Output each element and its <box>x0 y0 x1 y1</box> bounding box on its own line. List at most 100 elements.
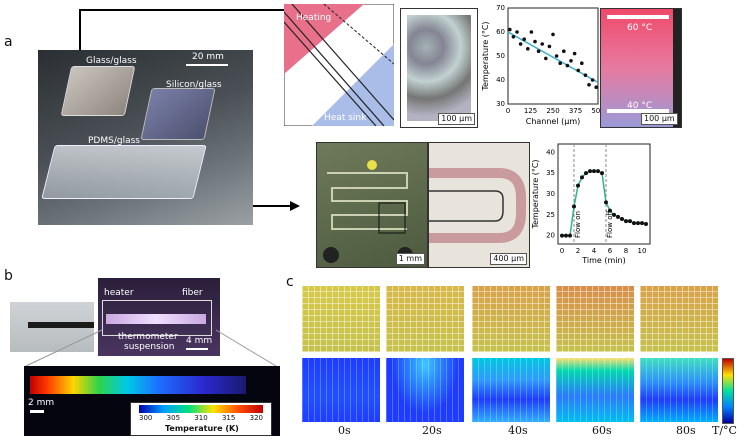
scatter-point <box>569 59 573 63</box>
zoom-lines-b <box>25 329 277 367</box>
time-point <box>608 208 612 213</box>
time-series-line <box>562 170 647 237</box>
time-point <box>592 169 596 174</box>
heat-diagram: Heating Heat sink <box>284 4 394 126</box>
time-point <box>604 200 608 205</box>
time-point <box>600 171 604 176</box>
fiber-label: fiber <box>182 288 203 298</box>
scatter-point <box>508 27 512 32</box>
scatter-ytick: 40 <box>496 76 505 84</box>
photo-grid-2 <box>472 286 550 352</box>
gradient-scale: 100 µm <box>641 113 678 125</box>
time-point <box>616 214 620 219</box>
time-ytick: 20 <box>546 232 555 240</box>
time-point <box>576 183 580 188</box>
time-ytick: 30 <box>546 190 555 198</box>
heater-photo: heater fiber thermometer suspension 4 mm <box>98 278 220 356</box>
time-20s: 20s <box>422 424 442 437</box>
scatter-point <box>518 42 523 46</box>
time-xtick: 6 <box>608 247 613 255</box>
zoom-scale: 400 µm <box>490 253 527 265</box>
scatter-ylabel: Temperature (°C) <box>481 21 490 91</box>
scatter-point <box>554 54 559 58</box>
heatmap-grid-0 <box>302 358 380 422</box>
scatter-point <box>590 78 595 82</box>
scatter-xtick: 500 <box>591 107 604 115</box>
particle-micrograph: 100 µm <box>400 8 478 128</box>
scatter-xtick: 0 <box>506 107 510 115</box>
heater-label: heater <box>104 288 134 298</box>
time-80s: 80s <box>676 424 696 437</box>
time-point <box>636 221 640 226</box>
scatter-point <box>594 85 598 89</box>
scatter-point <box>533 39 537 44</box>
scatter-point <box>529 30 534 34</box>
heat-sink-label: Heat sink <box>324 113 367 123</box>
scatter-ytick: 60 <box>496 28 505 36</box>
time-ylabel: Temperature (°C) <box>531 159 540 229</box>
chips-photo: Glass/glass Silicon/glass PDMS/glass 20 … <box>38 50 253 225</box>
unit-label: T/°C <box>712 424 737 437</box>
scatter-point <box>540 42 544 46</box>
chip-scale: 1 mm <box>395 253 425 265</box>
time-point <box>560 233 564 238</box>
cb-tick-305: 305 <box>166 414 181 422</box>
scatter-point <box>544 56 548 61</box>
scatter-chart: 0 125 250 375 500 30 40 50 60 70 Channel (µm) Tempe… <box>481 4 605 126</box>
time-point <box>644 222 648 226</box>
scatter-xtick: 375 <box>569 107 582 115</box>
time-chart: 0 2 4 6 8 10 20 25 30 35 40 Flow on Flow off Time (mi… <box>531 143 651 265</box>
time-point <box>568 233 572 238</box>
time-xtick: 0 <box>560 247 564 255</box>
fiber-photo <box>10 302 94 352</box>
photo-scale-bar <box>186 64 228 66</box>
cb-tick-315: 315 <box>221 414 236 422</box>
time-point <box>564 233 568 238</box>
scatter-ytick: 50 <box>496 52 505 60</box>
photo-grid-3 <box>556 286 634 352</box>
scatter-point <box>583 73 588 77</box>
scatter-point <box>547 44 552 49</box>
scatter-point <box>587 83 591 87</box>
scatter-xlabel: Channel (µm) <box>526 117 581 126</box>
heatmap-grid-1 <box>386 358 464 422</box>
photo-label-pdms: PDMS/glass <box>88 136 140 146</box>
scatter-point <box>558 61 562 65</box>
scatter-point <box>572 51 577 56</box>
gradient-image: 60 °C 40 °C 100 µm <box>600 8 682 128</box>
time-40s: 40s <box>508 424 528 437</box>
photo-grid-4 <box>640 286 718 352</box>
gradient-bottom-label: 40 °C <box>627 101 653 111</box>
time-point <box>596 169 600 174</box>
thermometer-label: thermometer <box>118 332 178 342</box>
thermal-image: 2 mm 300 305 310 315 320 Temperature (K) <box>24 366 280 436</box>
scatter-point <box>576 68 580 73</box>
time-point <box>612 212 616 217</box>
colorbar: 300 305 310 315 320 Temperature (K) <box>130 402 272 436</box>
time-ytick: 35 <box>546 169 555 177</box>
scale-2mm: 2 mm <box>28 398 55 408</box>
time-xtick: 10 <box>638 247 647 255</box>
scatter-point <box>526 47 530 51</box>
chip-micrograph: 1 mm <box>316 142 428 268</box>
panel-label-c: c <box>286 274 294 290</box>
panel-label-a: a <box>4 34 13 50</box>
scatter-point <box>536 49 541 53</box>
cb-tick-310: 310 <box>194 414 208 422</box>
scatter-xtick: 250 <box>546 107 559 115</box>
zoom-micrograph: 400 µm <box>428 142 530 268</box>
time-point <box>588 169 592 174</box>
heating-label: Heating <box>296 13 331 23</box>
scale-4mm: 4 mm <box>186 336 213 346</box>
micrograph-scale: 100 µm <box>438 113 475 125</box>
time-0s: 0s <box>338 424 351 437</box>
colorbar-title: Temperature (K) <box>165 424 239 433</box>
scatter-point <box>511 35 516 39</box>
time-ytick: 25 <box>546 211 555 219</box>
time-xlabel: Time (min) <box>581 256 625 265</box>
photo-label-glass: Glass/glass <box>86 56 137 66</box>
time-point <box>640 221 644 226</box>
gradient-top-label: 60 °C <box>627 23 653 33</box>
cb-tick-300: 300 <box>139 414 153 422</box>
time-xtick: 2 <box>576 247 580 255</box>
